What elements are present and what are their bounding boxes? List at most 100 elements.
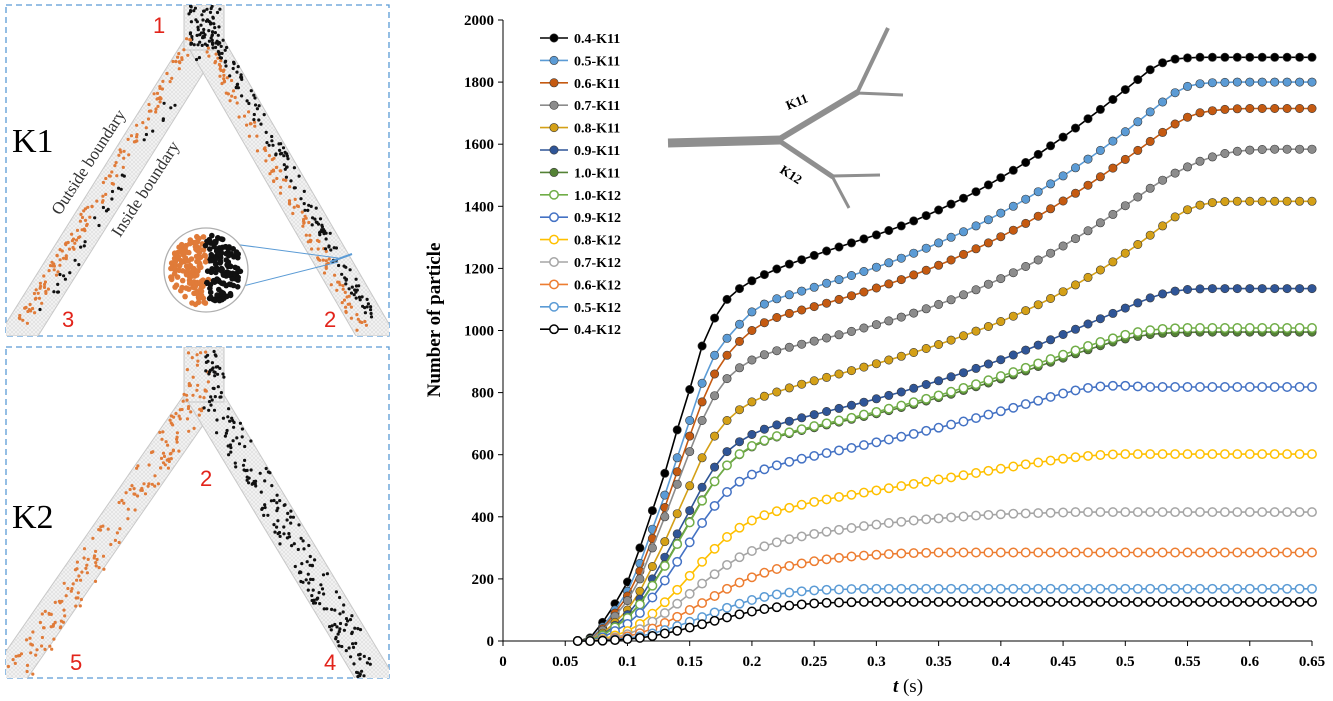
- particle-dot: [285, 536, 289, 540]
- data-point: [722, 602, 732, 613]
- data-point: [1033, 596, 1044, 607]
- data-point: [1132, 327, 1143, 338]
- data-point: [1257, 583, 1268, 594]
- particle-dot: [231, 66, 235, 71]
- data-point: [1170, 168, 1180, 178]
- particle-dot: [275, 501, 279, 505]
- particle-dot: [146, 117, 151, 121]
- k1-particle-cloud: [17, 5, 374, 332]
- particle-dot: [217, 25, 221, 29]
- data-point: [1295, 196, 1305, 206]
- data-point: [1083, 226, 1093, 236]
- data-point: [647, 506, 657, 516]
- data-point: [822, 298, 832, 308]
- particle-dot: [229, 450, 233, 454]
- zoom-particle-dot: [215, 266, 221, 273]
- series-0.8-K11: [573, 196, 1317, 646]
- data-point: [1008, 225, 1018, 235]
- particle-dot: [228, 74, 232, 78]
- data-point: [697, 453, 707, 463]
- particle-dot: [62, 581, 66, 585]
- data-point: [1120, 449, 1131, 460]
- zoom-particle-dot: [178, 241, 185, 248]
- data-point: [858, 409, 869, 420]
- particle-dot: [226, 415, 230, 419]
- data-point: [1008, 350, 1018, 360]
- particle-dot: [313, 601, 318, 605]
- particle-dot: [353, 626, 357, 630]
- particle-dot: [205, 7, 209, 11]
- data-point: [1282, 382, 1293, 392]
- data-point: [572, 636, 583, 646]
- data-point: [1257, 77, 1267, 87]
- data-point: [871, 359, 881, 369]
- data-point: [921, 596, 932, 607]
- particle-dot: [312, 598, 316, 602]
- particle-dot: [207, 29, 211, 33]
- particle-dot: [226, 92, 230, 96]
- data-point: [1257, 104, 1267, 114]
- particle-dot: [200, 13, 204, 17]
- particle-dot: [367, 657, 371, 661]
- data-point: [1045, 391, 1056, 402]
- particle-dot: [143, 492, 148, 496]
- data-point: [685, 415, 695, 425]
- data-point: [983, 509, 994, 520]
- particle-dot: [189, 41, 193, 45]
- particle-dot: [122, 501, 126, 505]
- particle-dot: [253, 120, 257, 124]
- data-point: [946, 386, 957, 397]
- y-tick-label: 1400: [464, 199, 494, 215]
- data-point: [1033, 255, 1043, 265]
- particle-dot: [264, 159, 268, 163]
- data-point: [1183, 205, 1193, 215]
- data-point: [1107, 333, 1118, 344]
- particle-dot: [349, 291, 354, 295]
- data-point: [784, 600, 795, 611]
- particle-dot: [53, 620, 57, 625]
- particle-dot: [358, 657, 362, 661]
- particle-dot: [154, 110, 158, 114]
- data-point: [896, 400, 907, 411]
- data-point: [1033, 583, 1044, 594]
- data-point: [697, 518, 708, 528]
- data-point: [796, 499, 807, 510]
- data-point: [1021, 261, 1031, 271]
- zoom-particle-dot: [198, 264, 204, 271]
- particle-dot: [67, 247, 72, 251]
- zoom-particle-dot: [227, 292, 234, 299]
- particle-dot: [235, 101, 239, 105]
- particle-dot: [310, 223, 314, 227]
- particle-dot: [174, 59, 178, 64]
- particle-dot: [333, 273, 337, 277]
- particle-dot: [90, 204, 94, 208]
- legend-label: 0.9-K11: [574, 144, 620, 159]
- particle-dot: [221, 416, 225, 420]
- data-point: [1269, 596, 1280, 607]
- data-point: [1020, 508, 1031, 519]
- particle-dot: [253, 96, 257, 100]
- legend-label: 0.4-K12: [574, 323, 621, 338]
- particle-dot: [80, 228, 84, 232]
- particle-dot: [327, 245, 331, 249]
- data-point: [809, 282, 819, 292]
- data-point: [697, 341, 707, 351]
- particle-dot: [139, 488, 143, 492]
- particle-dot: [285, 152, 289, 156]
- data-point: [722, 294, 732, 304]
- particle-dot: [124, 491, 128, 495]
- particle-dot: [225, 428, 229, 433]
- particle-dot: [70, 232, 74, 236]
- data-point: [1195, 156, 1205, 166]
- particle-dot: [295, 204, 299, 208]
- data-point: [983, 375, 994, 386]
- data-point: [934, 299, 944, 309]
- data-point: [585, 636, 596, 646]
- particle-dot: [95, 557, 99, 562]
- data-point: [1133, 192, 1143, 202]
- particle-dot: [234, 465, 238, 469]
- particle-dot: [214, 52, 218, 56]
- data-point: [1232, 583, 1243, 594]
- data-point: [1107, 507, 1118, 518]
- particle-dot: [86, 557, 90, 562]
